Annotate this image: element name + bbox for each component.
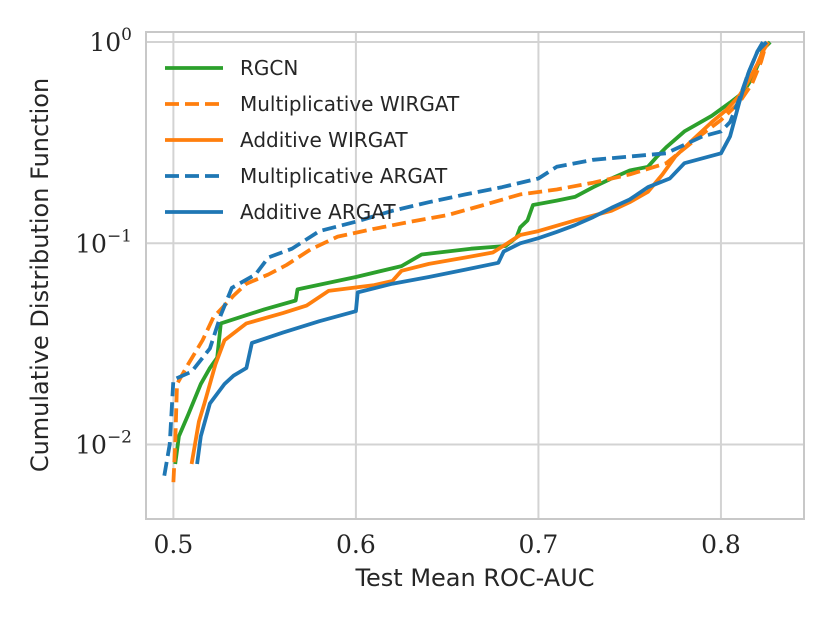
series-line-rgcn xyxy=(173,40,772,465)
plot-frame xyxy=(145,31,805,520)
x-tick-label: 0.6 xyxy=(336,530,376,559)
legend-label: Additive WIRGAT xyxy=(240,128,408,152)
legend: RGCN Multiplicative WIRGAT Additive WIRGAT… xyxy=(165,56,460,224)
x-tick-label: 0.5 xyxy=(153,530,193,559)
series-line-additive-argat xyxy=(195,40,768,465)
legend-label: Additive ARGAT xyxy=(240,200,396,224)
series-line-multiplicative-argat xyxy=(162,41,765,477)
x-axis-label: Test Mean ROC-AUC xyxy=(354,564,594,592)
y-tick-label: 100 xyxy=(89,25,132,57)
legend-label: Multiplicative WIRGAT xyxy=(240,92,460,116)
x-tick-labels: 0.5 0.6 0.7 0.8 xyxy=(153,530,740,559)
series-line-multiplicative-wirgat xyxy=(171,41,769,483)
x-tick-label: 0.7 xyxy=(519,530,559,559)
y-tick-label: 10−1 xyxy=(75,226,132,258)
legend-label: Multiplicative ARGAT xyxy=(240,164,448,188)
y-axis-label: Cumulative Distribution Function xyxy=(26,78,54,472)
x-tick-label: 0.8 xyxy=(701,530,741,559)
y-tick-label: 10−2 xyxy=(75,428,132,460)
series-group xyxy=(162,40,772,483)
y-tick-labels: 10−2 10−1 100 xyxy=(75,25,132,459)
legend-label: RGCN xyxy=(240,56,298,80)
series-line-additive-wirgat xyxy=(189,41,771,465)
